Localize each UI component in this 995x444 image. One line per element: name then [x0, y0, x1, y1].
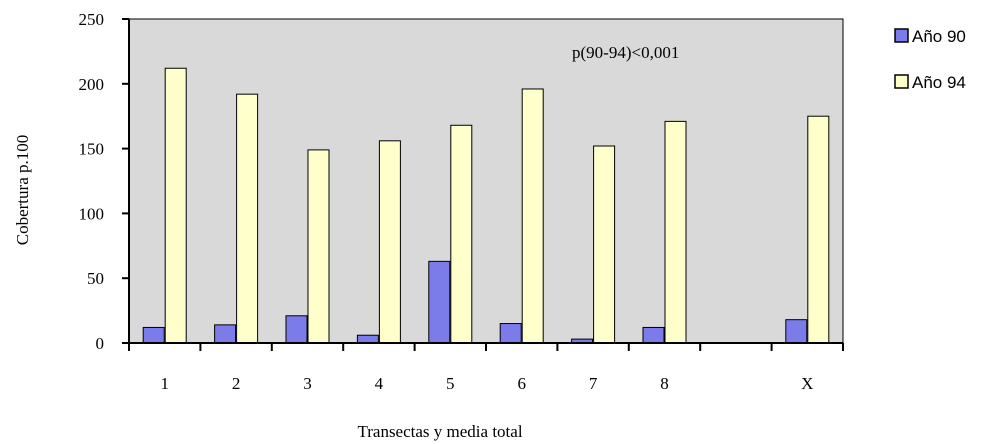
bar-ano90-8: [642, 326, 665, 344]
bar-ano94-6: [521, 88, 544, 344]
bar-ano90-2: [214, 324, 237, 344]
x-tick-label: 8: [660, 374, 669, 393]
bar-ano94-1: [164, 67, 187, 344]
x-tick-label: X: [801, 374, 813, 393]
y-tick-label: 0: [96, 334, 105, 353]
bar-ano94-4: [378, 140, 401, 344]
y-axis-title: Cobertura p.100: [13, 135, 32, 245]
bar-ano90-3: [285, 315, 308, 344]
x-axis-title: Transectas y media total: [357, 422, 522, 441]
bar-ano90-1: [142, 326, 165, 344]
legend-label-ano90: Año 90: [912, 27, 966, 46]
legend: Año 90 Año 94: [894, 27, 966, 92]
bar-ano90-4: [356, 334, 379, 344]
x-tick-label: 4: [375, 374, 384, 393]
x-tick-label: 2: [232, 374, 241, 393]
bar-ano94-3: [307, 149, 330, 344]
annotation-text: p(90-94)<0,001: [572, 43, 679, 62]
x-tick-label: 6: [517, 374, 526, 393]
bar-ano94-2: [236, 93, 259, 344]
bar-ano90-5: [428, 260, 451, 344]
legend-label-ano94: Año 94: [912, 73, 966, 92]
bar-ano90-6: [499, 323, 522, 344]
x-tick-label: 5: [446, 374, 455, 393]
bar-ano90-X: [785, 319, 808, 344]
x-tick-label: 7: [589, 374, 598, 393]
bar-ano94-5: [450, 124, 473, 344]
y-tick-label: 50: [87, 269, 104, 288]
bar-ano94-X: [807, 115, 830, 344]
x-tick-label: 1: [160, 374, 169, 393]
legend-swatch-ano90: [894, 28, 909, 43]
y-tick-label: 250: [79, 10, 105, 29]
y-tick-label: 100: [79, 204, 105, 223]
bar-ano94-8: [664, 120, 687, 344]
legend-swatch-ano94: [894, 74, 909, 89]
y-tick-label: 150: [79, 140, 105, 159]
y-tick-label: 200: [79, 75, 105, 94]
x-tick-label: 3: [303, 374, 312, 393]
bar-ano94-7: [593, 145, 616, 344]
